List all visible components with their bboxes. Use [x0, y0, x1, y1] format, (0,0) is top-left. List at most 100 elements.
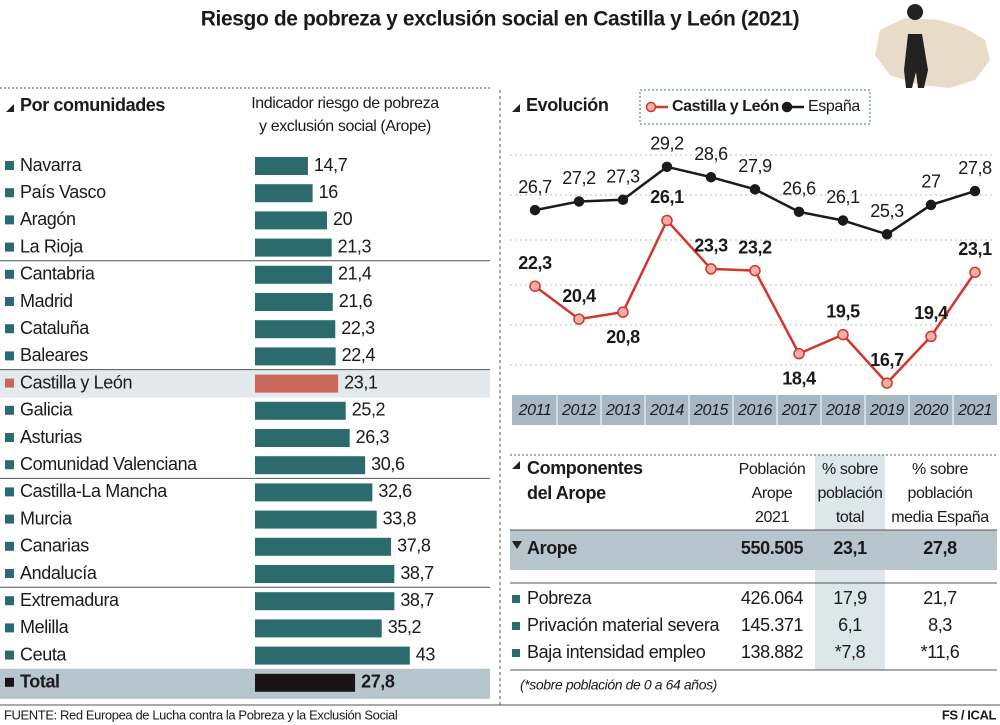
cell: 21,7 — [923, 588, 957, 608]
row-label: Privación material severa — [527, 615, 720, 635]
category-label: País Vasco — [20, 182, 106, 202]
decor-grid — [510, 154, 995, 366]
bar — [255, 184, 313, 203]
bar-subtitle: Indicador riesgo de pobreza — [251, 95, 439, 112]
bar — [255, 510, 377, 529]
line-title: Evolución — [526, 95, 608, 115]
x-tick-label: 2017 — [781, 402, 817, 419]
value-label: 27,8 — [361, 672, 395, 692]
bar — [255, 211, 327, 230]
bullet — [5, 433, 14, 442]
x-tick-label: 2013 — [605, 402, 640, 419]
data-label: 27,9 — [738, 156, 772, 176]
data-label: 28,6 — [694, 144, 728, 164]
category-label: Murcia — [20, 508, 73, 528]
category-label: Ceuta — [20, 644, 67, 664]
point — [925, 199, 937, 211]
column-header: % sobre — [822, 461, 878, 478]
value-label: 21,4 — [338, 264, 372, 284]
point — [969, 185, 981, 197]
bullet — [512, 104, 520, 112]
title: Riesgo de pobreza y exclusión social en … — [201, 8, 799, 31]
data-label: 22,3 — [518, 253, 552, 273]
column-header: 2021 — [755, 509, 789, 526]
bullet — [5, 351, 14, 361]
bar — [255, 483, 373, 502]
cell: 426.064 — [741, 588, 804, 608]
x-tick-label: 2018 — [825, 402, 860, 419]
data-label: 20,8 — [606, 327, 640, 347]
cell: 6,1 — [838, 615, 862, 635]
column-header: población — [908, 485, 973, 502]
data-label: 29,2 — [650, 134, 684, 154]
data-label: 23,2 — [738, 237, 772, 257]
point — [573, 196, 585, 207]
category-label: Castilla-La Mancha — [20, 481, 168, 501]
child-silhouette — [904, 4, 928, 89]
value-label: 21,3 — [338, 236, 372, 256]
table-note: (*sobre población de 0 a 64 años) — [520, 677, 717, 693]
data-label: 20,4 — [562, 286, 596, 306]
legend-box — [639, 89, 871, 125]
value-label: 21,6 — [339, 291, 373, 311]
legend-marker — [645, 101, 657, 113]
bar — [255, 293, 333, 311]
data-label: 23,1 — [958, 239, 992, 259]
bar — [255, 265, 333, 284]
data-label: 27,8 — [958, 158, 992, 178]
row-label: Baja intensidad empleo — [527, 642, 706, 662]
bullet — [5, 405, 14, 415]
column-header: Población — [739, 461, 806, 478]
value-label: 26,3 — [356, 427, 390, 447]
bar — [255, 537, 392, 556]
cell: 17,9 — [833, 588, 867, 608]
data-label: 16,7 — [870, 350, 904, 370]
x-tick-label: 2021 — [957, 402, 992, 419]
total-row-bg — [510, 530, 997, 570]
cell: 138.882 — [741, 642, 804, 662]
bullet — [5, 460, 14, 470]
source: FUENTE: Red Europea de Lucha contra la P… — [4, 707, 398, 722]
point — [529, 204, 541, 216]
category-label: Melilla — [20, 617, 70, 637]
point — [573, 313, 585, 325]
point — [881, 229, 893, 240]
value-label: 20 — [333, 209, 353, 229]
data-label: 27,2 — [562, 168, 596, 188]
point — [529, 280, 541, 292]
bullet — [5, 297, 14, 306]
legend-label: España — [808, 98, 860, 115]
bullet — [5, 623, 14, 633]
x-tick-label: 2020 — [913, 402, 948, 419]
data-label: 18,4 — [782, 368, 816, 388]
category-label: La Rioja — [20, 236, 84, 256]
point — [837, 328, 849, 341]
data-label: 26,1 — [826, 187, 860, 207]
bullet — [512, 461, 520, 469]
value-label: 38,7 — [400, 563, 434, 583]
value-label: 22,4 — [342, 345, 376, 365]
bullet — [512, 622, 520, 630]
row-label: Pobreza — [527, 588, 593, 608]
bullet — [6, 104, 14, 112]
category-label: Canarias — [20, 536, 89, 556]
bar — [255, 320, 336, 339]
value-label: 38,7 — [400, 590, 434, 610]
bar — [255, 347, 336, 366]
bar — [255, 619, 382, 638]
category-label: Navarra — [20, 155, 83, 175]
category-label: Cantabria — [20, 264, 96, 284]
category-label: Cataluña — [20, 318, 90, 338]
legend-label: Castilla y León — [672, 98, 779, 115]
bullet — [5, 242, 14, 252]
data-label: 27 — [921, 172, 941, 192]
data-label: 26,1 — [650, 187, 684, 207]
cell: 23,1 — [833, 538, 867, 558]
value-label: 32,6 — [378, 481, 412, 501]
category-label: Aragón — [20, 209, 76, 229]
bar — [255, 456, 366, 475]
bar — [255, 673, 356, 692]
category-label: Galicia — [20, 400, 74, 420]
column-header: total — [836, 509, 864, 526]
bar — [255, 429, 350, 447]
